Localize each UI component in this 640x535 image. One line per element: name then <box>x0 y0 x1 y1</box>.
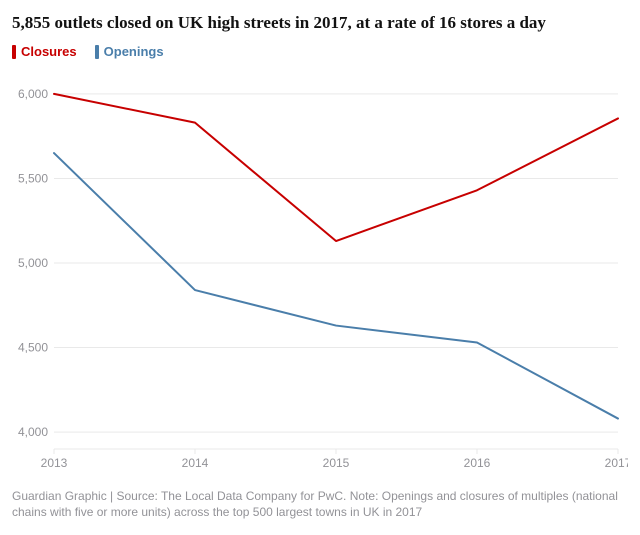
legend-item-closures: Closures <box>12 44 77 59</box>
chart-title: 5,855 outlets closed on UK high streets … <box>12 12 628 34</box>
x-tick-label: 2016 <box>464 456 491 470</box>
series-closures <box>54 94 618 241</box>
y-tick-label: 6,000 <box>18 87 48 101</box>
legend-label-openings: Openings <box>104 44 164 59</box>
chart-area: 4,000 4,500 5,000 5,500 6,000 2013 2014 2015 201… <box>12 67 628 482</box>
y-tick-label: 4,500 <box>18 341 48 355</box>
series-openings <box>54 153 618 418</box>
legend: Closures Openings <box>12 44 628 59</box>
legend-item-openings: Openings <box>95 44 164 59</box>
x-tick-label: 2013 <box>41 456 68 470</box>
legend-label-closures: Closures <box>21 44 77 59</box>
legend-swatch-openings <box>95 45 99 59</box>
x-tick-label: 2015 <box>323 456 350 470</box>
y-tick-label: 4,000 <box>18 425 48 439</box>
x-tick-label: 2017 <box>605 456 628 470</box>
chart-footnote: Guardian Graphic | Source: The Local Dat… <box>12 488 628 520</box>
x-tick-label: 2014 <box>182 456 209 470</box>
legend-swatch-closures <box>12 45 16 59</box>
line-chart: 4,000 4,500 5,000 5,500 6,000 2013 2014 2015 201… <box>12 67 628 477</box>
y-tick-label: 5,000 <box>18 256 48 270</box>
y-tick-label: 5,500 <box>18 172 48 186</box>
